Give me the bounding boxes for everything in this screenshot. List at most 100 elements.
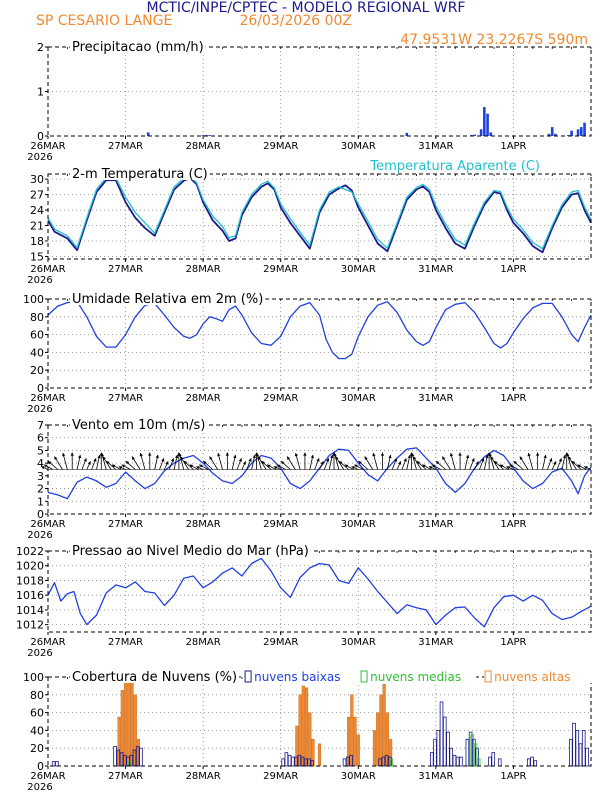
cloud-bar-nuvens-baixas <box>381 756 386 767</box>
precip-ytick-label: 0 <box>37 130 44 143</box>
wind-arrowhead <box>494 461 498 465</box>
temp-xtick-label: 1APR <box>500 264 526 275</box>
wind-arrowhead <box>562 454 567 459</box>
wind-ytick-label: 2 <box>37 483 44 496</box>
wind-arrowhead <box>351 466 355 470</box>
cloud-bar-nuvens-altas <box>308 712 312 767</box>
wind-ytick-label: 5 <box>37 444 44 457</box>
wind-arrowhead <box>303 452 307 456</box>
wind-arrowhead <box>326 458 330 462</box>
wind-arrowhead <box>258 456 262 460</box>
pres-ytick-label: 1016 <box>16 589 44 602</box>
wind-arrowhead <box>97 454 101 459</box>
cloud-legend-label: nuvens baixas <box>254 670 340 684</box>
cloud-legend-box <box>244 670 252 683</box>
wind-arrowhead <box>121 464 126 468</box>
cloud-legend-bg <box>484 669 601 683</box>
clouds-ytick-label: 100 <box>23 671 44 684</box>
wind-xtick-label: 28MAR <box>186 519 221 530</box>
rh-xtick-label: 1APR <box>500 393 526 404</box>
rh-series-line <box>47 301 592 360</box>
cloud-bar-nuvens-baixas <box>342 758 347 767</box>
wind-arrowhead <box>553 461 557 465</box>
precip-bar <box>405 132 409 136</box>
cloud-bar-nuvens-baixas <box>465 738 470 767</box>
wind-arrowhead <box>111 464 116 468</box>
clouds-xtick-label: 30MAR <box>341 771 376 782</box>
wind-ytick-label: 3 <box>37 470 44 483</box>
clouds-ytick-label: 80 <box>30 689 44 702</box>
cloud-bar-nuvens-altas <box>301 685 305 767</box>
cloud-legend-bg <box>244 669 361 683</box>
wind-arrowhead <box>330 454 334 459</box>
rh-ytick-label: 40 <box>30 346 44 359</box>
wind-arrowhead <box>155 454 159 459</box>
pres-title: Pressao ao Nivel Medio do Mar (hPa) <box>72 544 309 559</box>
cloud-bar-nuvens-baixas <box>439 701 444 767</box>
wind-arrowhead <box>380 452 385 456</box>
wind-arrowhead <box>577 464 581 468</box>
pres-xtick-label: 28MAR <box>186 637 221 648</box>
station-name: SP CESARIO LANGE <box>36 13 172 29</box>
precip-title: Precipitacao (mm/h) <box>72 40 204 55</box>
rh-ytick-label: 100 <box>23 293 44 306</box>
precip-bar <box>479 129 483 136</box>
precip-ytick-label: 2 <box>37 41 44 54</box>
rh-frame <box>47 298 592 389</box>
precip-bar <box>473 134 476 136</box>
wind-arrowhead <box>513 461 517 465</box>
wind-arrowhead <box>217 453 221 457</box>
temp-ytick-label: 24 <box>30 204 44 217</box>
wind-arrowhead <box>344 464 349 468</box>
precip-bar <box>547 133 551 136</box>
precip-xtick-label: 27MAR <box>108 141 143 152</box>
pres-title-bg <box>70 543 311 557</box>
wind-arrowhead <box>178 453 182 457</box>
pres-ytick-label: 1022 <box>16 545 44 558</box>
pres-xtick-label: 27MAR <box>108 637 143 648</box>
wind-arrowhead <box>87 461 91 465</box>
wind-arrowhead <box>364 456 368 460</box>
cloud-bar-nuvens-baixas <box>436 730 441 767</box>
wind-arrowhead <box>48 461 52 465</box>
wind-arrowhead <box>189 464 193 468</box>
wind-arrowhead <box>209 456 213 460</box>
temp-xtick-label: 27MAR <box>108 264 143 275</box>
cloud-bar-nuvens-baixas <box>530 756 534 767</box>
cloud-bar-nuvens-baixas <box>452 754 457 767</box>
wind-frame <box>47 424 592 515</box>
cloud-bar-nuvens-altas <box>376 712 380 767</box>
temp-ytick-label: 15 <box>30 250 44 263</box>
wind-arrowhead <box>471 458 475 462</box>
cloud-legend-box <box>484 670 492 683</box>
wind-arrowhead <box>499 464 504 468</box>
wind-arrowhead <box>233 454 237 459</box>
wind-arrowhead <box>372 453 376 457</box>
wind-arrowhead <box>509 464 513 468</box>
wind-arrowhead <box>44 464 48 468</box>
clouds-year-label: 2026 <box>27 782 52 792</box>
wind-arrowhead <box>442 456 446 460</box>
wind-arrowhead <box>485 454 489 459</box>
chart-header: MCTIC/INPE/CPTEC - MODELO REGIONAL WRF S… <box>36 0 588 48</box>
wind-arrowhead <box>431 464 436 468</box>
wind-arrowhead <box>465 454 470 459</box>
wind-arrowhead <box>225 452 229 456</box>
wind-xtick-label: 29MAR <box>263 519 298 530</box>
wind-arrowhead <box>388 454 392 459</box>
cloud-bar-nuvens-baixas <box>287 754 292 767</box>
wind-arrowhead <box>475 461 479 465</box>
wind-arrowhead <box>490 456 494 460</box>
wind-arrowhead <box>261 461 265 465</box>
wind-arrowhead <box>566 453 570 457</box>
precip-bar <box>201 135 205 136</box>
cloud-bar-nuvens-altas <box>127 676 131 767</box>
wind-arrowhead <box>481 458 485 462</box>
pres-xtick-label: 29MAR <box>263 637 298 648</box>
cloud-bar-nuvens-baixas <box>449 747 454 767</box>
pres-xtick-label: 26MAR <box>30 637 65 648</box>
wind-arrowhead <box>70 452 74 456</box>
